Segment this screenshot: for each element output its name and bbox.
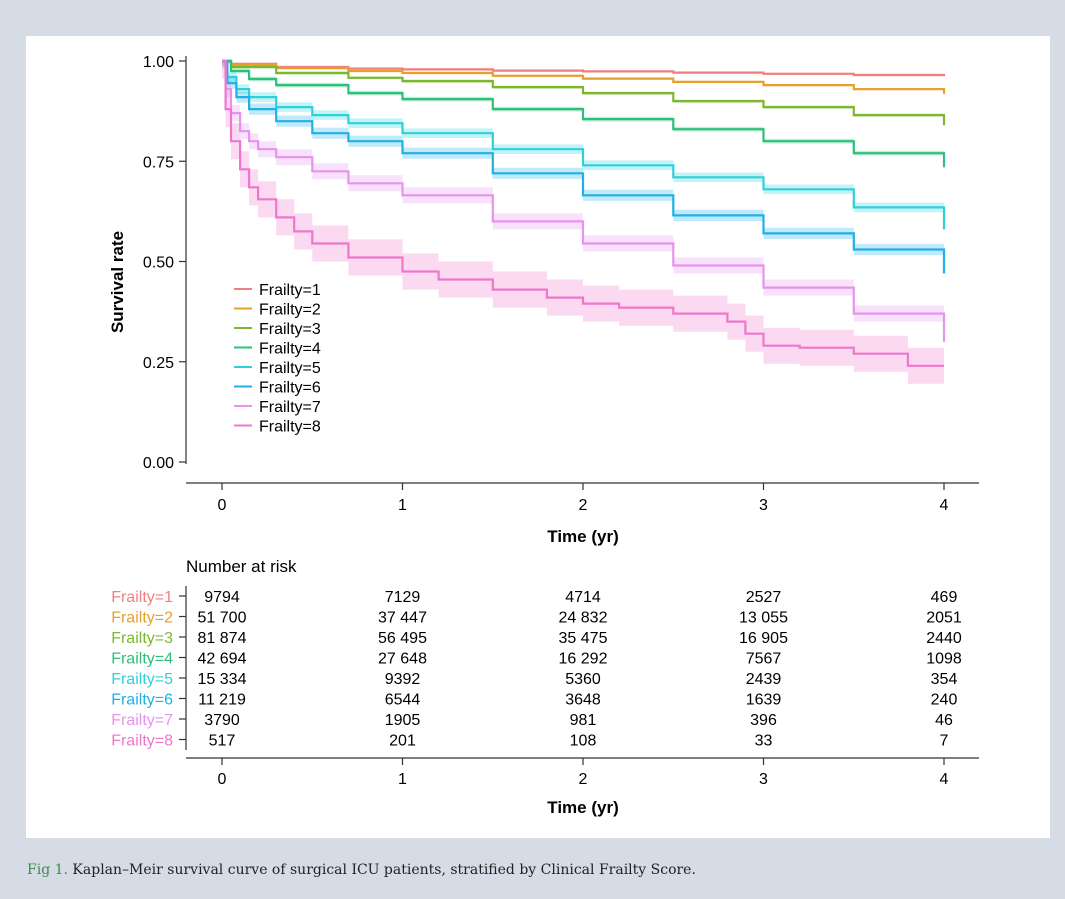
risk-cell: 1905 bbox=[385, 712, 421, 729]
risk-cell: 33 bbox=[755, 733, 773, 750]
figure-caption: Fig 1. Kaplan–Meir survival curve of sur… bbox=[27, 862, 696, 878]
y-axis-ticks: 0.00 0.25 0.50 0.75 1.00 bbox=[143, 54, 186, 472]
caption-text: Kaplan–Meir survival curve of surgical I… bbox=[72, 862, 696, 878]
confidence-band bbox=[222, 61, 944, 384]
risk-cell: 35 475 bbox=[559, 630, 608, 647]
risk-cell: 42 694 bbox=[198, 651, 247, 668]
confidence-band bbox=[222, 61, 944, 235]
legend-label: Frailty=1 bbox=[259, 282, 321, 299]
legend-label: Frailty=8 bbox=[259, 419, 321, 436]
survival-curve bbox=[222, 59, 946, 274]
legend-label: Frailty=6 bbox=[259, 380, 321, 397]
risk-cell: 396 bbox=[750, 712, 777, 729]
x-tick-label: 2 bbox=[579, 497, 588, 514]
risk-cell: 1098 bbox=[926, 651, 962, 668]
risk-cell: 201 bbox=[389, 733, 416, 750]
y-tick-label: 1.00 bbox=[143, 54, 174, 71]
x-axis-ticks: 0 1 2 3 4 bbox=[218, 483, 949, 514]
survival-curve bbox=[222, 59, 946, 342]
risk-table-title: Number at risk bbox=[186, 557, 297, 576]
risk-cell: 7129 bbox=[385, 589, 421, 606]
x-tick-label: 3 bbox=[759, 497, 768, 514]
risk-x-tick-label: 2 bbox=[579, 771, 588, 788]
survival-curve bbox=[222, 59, 944, 367]
risk-cell: 6544 bbox=[385, 692, 421, 709]
risk-cell: 108 bbox=[570, 733, 597, 750]
risk-table-x-axis-label: Time (yr) bbox=[547, 798, 619, 817]
x-tick-label: 1 bbox=[398, 497, 407, 514]
risk-row-label: Frailty=1 bbox=[111, 589, 173, 606]
y-tick-label: 0.75 bbox=[143, 154, 174, 171]
risk-cell: 16 905 bbox=[739, 630, 788, 647]
risk-cell: 3790 bbox=[204, 712, 240, 729]
risk-row-label: Frailty=4 bbox=[111, 651, 173, 668]
y-tick-label: 0.50 bbox=[143, 255, 174, 272]
survival-curves bbox=[222, 59, 946, 367]
risk-cell: 1639 bbox=[746, 692, 782, 709]
survival-curve bbox=[222, 59, 946, 168]
risk-x-tick-label: 1 bbox=[398, 771, 407, 788]
risk-cell: 51 700 bbox=[198, 610, 247, 627]
risk-cell: 46 bbox=[935, 712, 953, 729]
risk-cell: 81 874 bbox=[198, 630, 247, 647]
risk-cell: 2527 bbox=[746, 589, 782, 606]
x-axis-label: Time (yr) bbox=[547, 527, 619, 546]
risk-row-label: Frailty=2 bbox=[111, 610, 173, 627]
risk-cell: 7 bbox=[940, 733, 949, 750]
legend-label: Frailty=3 bbox=[259, 321, 321, 338]
survival-plot: 0.00 0.25 0.50 0.75 1.00 0 1 2 3 4 Survival rate… bbox=[108, 54, 979, 546]
legend: Frailty=1 Frailty=2 Frailty=3 Frailty=4 Frai… bbox=[234, 282, 321, 436]
survival-curve bbox=[222, 59, 946, 126]
risk-x-tick-label: 3 bbox=[759, 771, 768, 788]
risk-cell: 37 447 bbox=[378, 610, 427, 627]
risk-x-tick-label: 0 bbox=[218, 771, 227, 788]
risk-cell: 3648 bbox=[565, 692, 601, 709]
risk-cell: 240 bbox=[931, 692, 958, 709]
confidence-band bbox=[222, 61, 944, 170]
risk-table-rows: Frailty=1 9794 7129 4714 2527 469 Frailty=2 51 … bbox=[111, 589, 962, 750]
risk-cell: 2439 bbox=[746, 671, 782, 688]
risk-cell: 2051 bbox=[926, 610, 962, 627]
risk-cell: 981 bbox=[570, 712, 597, 729]
risk-cell: 11 219 bbox=[198, 692, 246, 709]
risk-cell: 16 292 bbox=[559, 651, 608, 668]
risk-cell: 9392 bbox=[385, 671, 421, 688]
caption-figure-label: Fig 1. bbox=[27, 862, 68, 878]
confidence-band bbox=[222, 61, 944, 350]
risk-cell: 4714 bbox=[565, 589, 601, 606]
risk-x-tick-label: 4 bbox=[940, 771, 949, 788]
risk-cell: 13 055 bbox=[739, 610, 788, 627]
y-axis-label: Survival rate bbox=[108, 231, 127, 333]
risk-cell: 354 bbox=[931, 671, 958, 688]
risk-table-x-ticks: 0 1 2 3 4 bbox=[218, 758, 949, 788]
risk-row-label: Frailty=6 bbox=[111, 692, 173, 709]
legend-label: Frailty=2 bbox=[259, 302, 321, 319]
risk-cell: 5360 bbox=[565, 671, 601, 688]
risk-cell: 517 bbox=[209, 733, 236, 750]
legend-label: Frailty=5 bbox=[259, 360, 321, 377]
risk-cell: 27 648 bbox=[378, 651, 427, 668]
risk-cell: 24 832 bbox=[559, 610, 608, 627]
risk-row-label: Frailty=8 bbox=[111, 733, 173, 750]
y-tick-label: 0.00 bbox=[143, 455, 174, 472]
risk-row-label: Frailty=3 bbox=[111, 630, 173, 647]
survival-curve bbox=[222, 59, 946, 230]
figure-panel: 0.00 0.25 0.50 0.75 1.00 0 1 2 3 4 Survival rate… bbox=[26, 36, 1050, 838]
x-tick-label: 0 bbox=[218, 497, 227, 514]
x-tick-label: 4 bbox=[940, 497, 949, 514]
legend-label: Frailty=4 bbox=[259, 341, 321, 358]
risk-cell: 56 495 bbox=[378, 630, 427, 647]
confidence-band bbox=[222, 61, 944, 280]
legend-label: Frailty=7 bbox=[259, 399, 321, 416]
risk-cell: 7567 bbox=[746, 651, 782, 668]
number-at-risk-table: Number at risk Frailty=1 9794 7129 4714 2527… bbox=[111, 557, 979, 817]
risk-cell: 9794 bbox=[204, 589, 240, 606]
risk-cell: 15 334 bbox=[198, 671, 247, 688]
y-tick-label: 0.25 bbox=[143, 355, 174, 372]
risk-row-label: Frailty=5 bbox=[111, 671, 173, 688]
risk-cell: 469 bbox=[931, 589, 958, 606]
figure-svg: 0.00 0.25 0.50 0.75 1.00 0 1 2 3 4 Survival rate… bbox=[108, 54, 979, 817]
risk-row-label: Frailty=7 bbox=[111, 712, 173, 729]
risk-cell: 2440 bbox=[926, 630, 962, 647]
